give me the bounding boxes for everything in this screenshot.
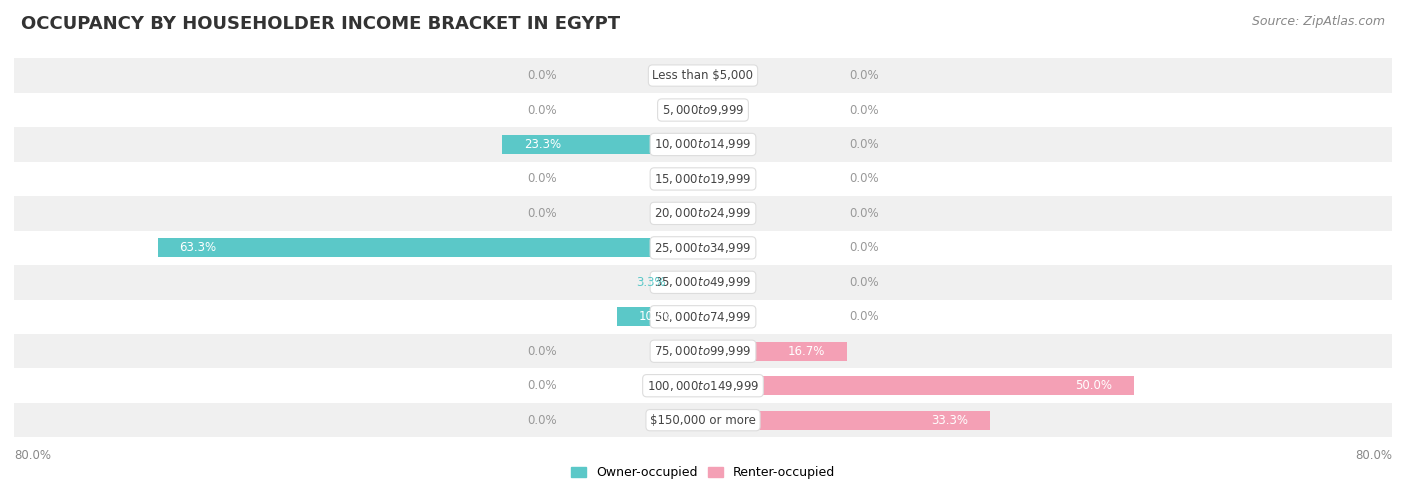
Bar <box>14 93 1392 127</box>
Text: 80.0%: 80.0% <box>14 450 51 463</box>
Legend: Owner-occupied, Renter-occupied: Owner-occupied, Renter-occupied <box>567 461 839 484</box>
Text: $15,000 to $19,999: $15,000 to $19,999 <box>654 172 752 186</box>
Bar <box>703 411 990 430</box>
Bar <box>703 342 846 361</box>
Text: 0.0%: 0.0% <box>849 173 879 186</box>
Bar <box>14 265 1392 299</box>
Text: 80.0%: 80.0% <box>1355 450 1392 463</box>
Bar <box>617 307 703 326</box>
Text: $35,000 to $49,999: $35,000 to $49,999 <box>654 276 752 289</box>
Text: $25,000 to $34,999: $25,000 to $34,999 <box>654 241 752 255</box>
Text: $100,000 to $149,999: $100,000 to $149,999 <box>647 379 759 393</box>
Bar <box>675 273 703 292</box>
Text: 33.3%: 33.3% <box>931 414 969 427</box>
Text: 0.0%: 0.0% <box>849 138 879 151</box>
Text: OCCUPANCY BY HOUSEHOLDER INCOME BRACKET IN EGYPT: OCCUPANCY BY HOUSEHOLDER INCOME BRACKET … <box>21 15 620 33</box>
Text: 63.3%: 63.3% <box>180 242 217 254</box>
Bar <box>14 231 1392 265</box>
Text: 0.0%: 0.0% <box>527 173 557 186</box>
Bar <box>502 135 703 154</box>
Text: 23.3%: 23.3% <box>524 138 561 151</box>
Text: 0.0%: 0.0% <box>527 104 557 117</box>
Text: 0.0%: 0.0% <box>849 69 879 82</box>
Text: $75,000 to $99,999: $75,000 to $99,999 <box>654 344 752 358</box>
Text: 0.0%: 0.0% <box>527 207 557 220</box>
Bar <box>14 58 1392 93</box>
Bar <box>14 368 1392 403</box>
Text: Less than $5,000: Less than $5,000 <box>652 69 754 82</box>
Text: 16.7%: 16.7% <box>787 345 825 358</box>
Text: 0.0%: 0.0% <box>849 207 879 220</box>
Text: $50,000 to $74,999: $50,000 to $74,999 <box>654 310 752 324</box>
Text: 0.0%: 0.0% <box>849 276 879 289</box>
Text: 0.0%: 0.0% <box>527 414 557 427</box>
Bar <box>14 403 1392 437</box>
Text: 0.0%: 0.0% <box>849 242 879 254</box>
Text: 50.0%: 50.0% <box>1076 379 1112 392</box>
Bar <box>14 334 1392 368</box>
Bar <box>157 239 703 258</box>
Bar <box>703 376 1133 395</box>
Text: $10,000 to $14,999: $10,000 to $14,999 <box>654 138 752 152</box>
Text: $20,000 to $24,999: $20,000 to $24,999 <box>654 207 752 220</box>
Text: 0.0%: 0.0% <box>527 379 557 392</box>
Text: 0.0%: 0.0% <box>527 345 557 358</box>
Text: $150,000 or more: $150,000 or more <box>650 414 756 427</box>
Bar <box>14 196 1392 231</box>
Text: Source: ZipAtlas.com: Source: ZipAtlas.com <box>1251 15 1385 28</box>
Bar <box>14 162 1392 196</box>
Bar <box>14 299 1392 334</box>
Bar <box>14 127 1392 162</box>
Text: 0.0%: 0.0% <box>527 69 557 82</box>
Text: $5,000 to $9,999: $5,000 to $9,999 <box>662 103 744 117</box>
Text: 0.0%: 0.0% <box>849 310 879 323</box>
Text: 0.0%: 0.0% <box>849 104 879 117</box>
Text: 3.3%: 3.3% <box>637 276 666 289</box>
Text: 10.0%: 10.0% <box>638 310 675 323</box>
